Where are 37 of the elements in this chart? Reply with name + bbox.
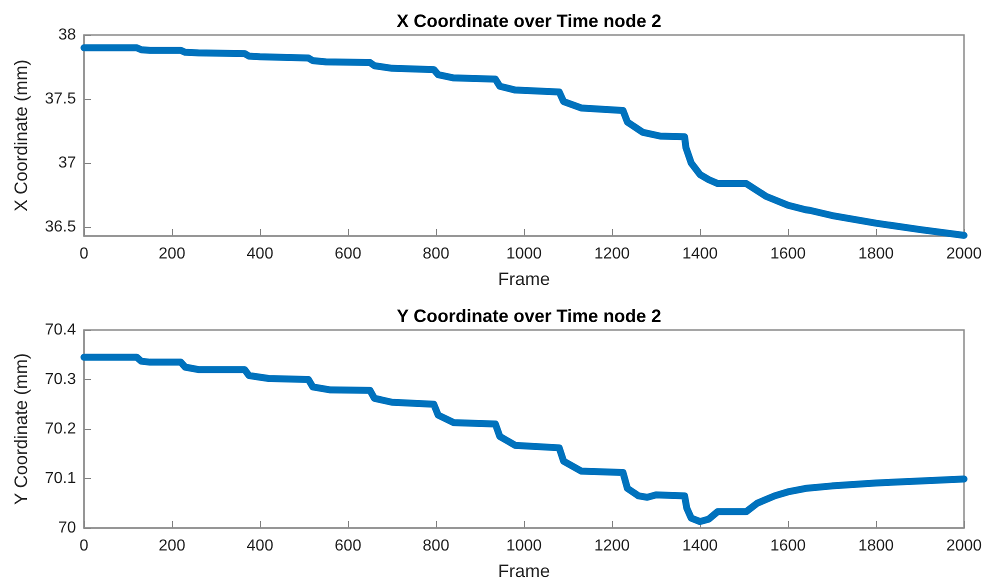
y-tick-label: 70: [58, 520, 76, 536]
x-tick-label: 0: [80, 538, 89, 554]
x-tick-label: 200: [158, 246, 186, 262]
x-axis-title: Frame: [498, 269, 550, 289]
y-axis-title: Y Coordinate (mm): [11, 353, 31, 505]
x-tick-label: 800: [422, 538, 450, 554]
x-tick-label: 1400: [682, 246, 718, 262]
x-tick-label: 2000: [946, 538, 982, 554]
x-tick-label: 1200: [594, 538, 630, 554]
x-axis-title: Frame: [498, 561, 550, 581]
x-tick-label: 1000: [506, 246, 542, 262]
y-tick-label: 70.1: [44, 470, 76, 487]
x-tick-label: 2000: [946, 246, 982, 262]
x-tick-label: 400: [246, 246, 274, 262]
x-tick-label: 800: [422, 246, 450, 262]
x-tick-label: 1600: [770, 538, 806, 554]
x-tick-label: 1800: [858, 538, 894, 554]
y-axis-title: X Coordinate (mm): [11, 59, 31, 212]
x-tick-label: 600: [334, 246, 362, 262]
chart-title: X Coordinate over Time node 2: [396, 11, 662, 31]
x-tick-label: 1000: [506, 538, 542, 554]
y-tick-label: 37: [58, 154, 76, 172]
x-tick-label: 600: [334, 538, 362, 554]
x-tick-label: 400: [246, 538, 274, 554]
x-tick-label: 200: [158, 538, 186, 554]
y-tick-label: 70.3: [44, 371, 76, 388]
x-tick-label: 1800: [858, 246, 894, 262]
x-tick-label: 1600: [770, 246, 806, 262]
y-tick-label: 38: [58, 26, 76, 44]
y-tick-label: 37.5: [44, 90, 76, 108]
x-tick-label: 1400: [682, 538, 718, 554]
x-tick-label: 0: [80, 246, 89, 262]
y-tick-label: 70.4: [44, 322, 76, 338]
y-tick-label: 36.5: [44, 218, 76, 236]
x-tick-label: 1200: [594, 246, 630, 262]
y-tick-label: 70.2: [44, 420, 76, 438]
chart-title: Y Coordinate over Time node 2: [396, 306, 662, 326]
